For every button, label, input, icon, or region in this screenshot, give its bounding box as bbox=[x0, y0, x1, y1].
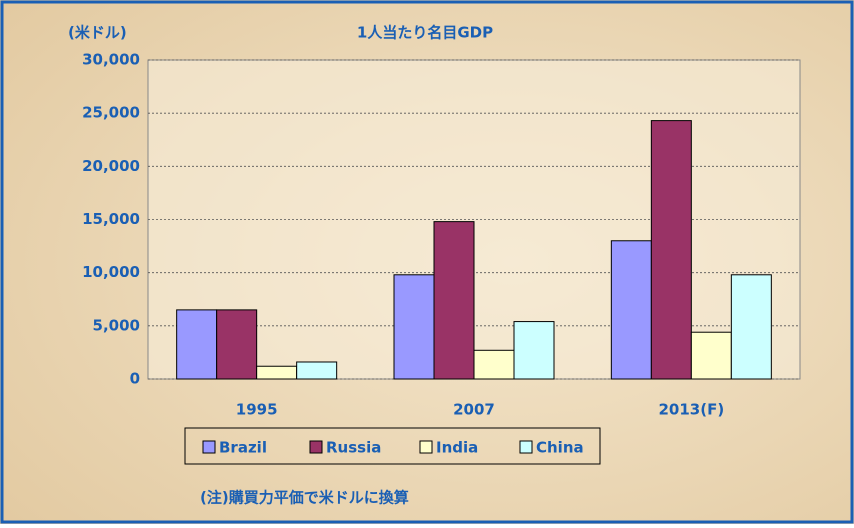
y-tick-label: 0 bbox=[130, 370, 140, 388]
legend-label: China bbox=[536, 439, 584, 457]
legend-label: Brazil bbox=[219, 439, 267, 457]
x-tick-label: 2007 bbox=[453, 401, 495, 419]
legend-swatch bbox=[419, 440, 433, 454]
legend-swatch bbox=[309, 440, 323, 454]
y-tick-label: 25,000 bbox=[82, 104, 140, 122]
legend-label: Russia bbox=[326, 439, 381, 457]
bar bbox=[296, 361, 338, 380]
y-axis-label: (米ドル) bbox=[68, 24, 127, 42]
chart-title: 1人当たり名目GDP bbox=[357, 24, 493, 42]
bar bbox=[216, 309, 258, 380]
legend-swatch bbox=[519, 440, 533, 454]
legend-label: India bbox=[436, 439, 478, 457]
footnote: (注)購買力平価で米ドルに換算 bbox=[200, 489, 409, 507]
x-tick-label: 2013(F) bbox=[658, 401, 724, 419]
y-tick-label: 20,000 bbox=[82, 157, 140, 175]
bar bbox=[176, 309, 218, 380]
bar bbox=[690, 331, 732, 380]
bar bbox=[433, 221, 475, 380]
y-tick-label: 15,000 bbox=[82, 210, 140, 228]
bar bbox=[473, 349, 515, 380]
y-tick-label: 5,000 bbox=[93, 316, 140, 334]
bar bbox=[513, 321, 555, 380]
bar bbox=[256, 365, 298, 380]
x-tick-label: 1995 bbox=[236, 401, 278, 419]
bar bbox=[650, 120, 692, 380]
bar bbox=[730, 274, 772, 380]
bar bbox=[610, 240, 652, 380]
y-tick-label: 10,000 bbox=[82, 263, 140, 281]
legend-swatch bbox=[202, 440, 216, 454]
y-tick-label: 30,000 bbox=[82, 51, 140, 69]
legend-box bbox=[184, 427, 601, 465]
bar bbox=[393, 274, 435, 380]
